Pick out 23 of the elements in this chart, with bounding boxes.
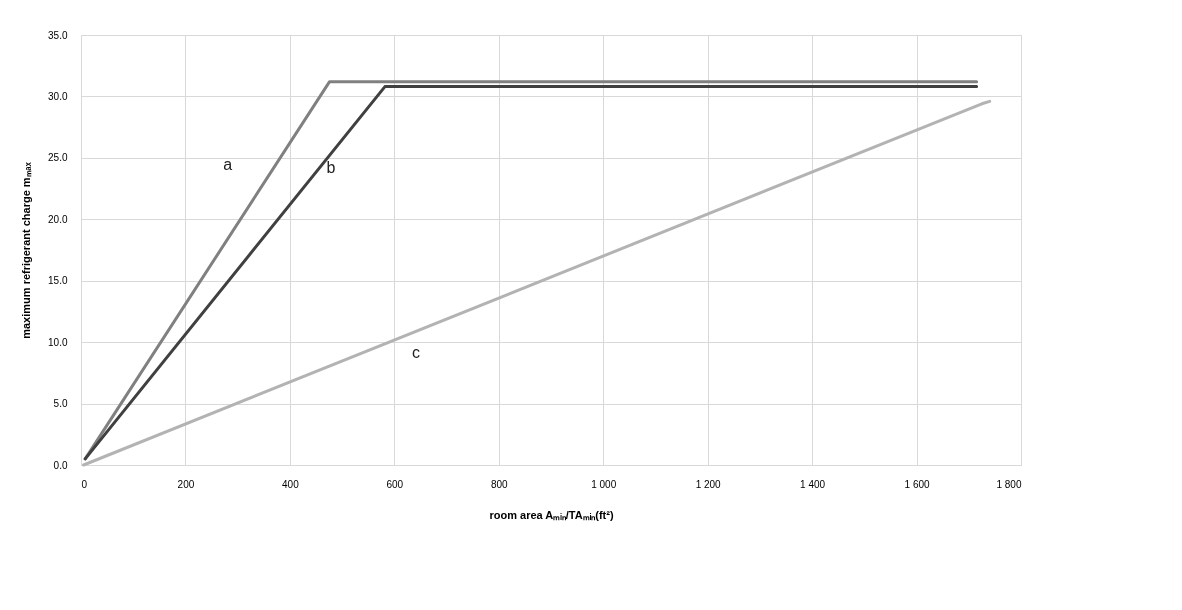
y-tick-label: 20.0 xyxy=(48,213,68,225)
y-tick-label: 25.0 xyxy=(48,152,68,164)
series-label: b xyxy=(326,159,336,177)
x-axis-title: room area Aₘᵢₙ/TAₘᵢₙ(ft²) xyxy=(489,508,614,521)
y-tick-label: 35.0 xyxy=(48,29,68,41)
x-tick-label: 1 400 xyxy=(800,478,826,490)
y-tick-label: 0.0 xyxy=(53,459,68,471)
y-tick-label: 15.0 xyxy=(48,275,68,287)
x-tick-label: 800 xyxy=(490,478,509,490)
y-tick-label: 10.0 xyxy=(48,336,68,348)
text: a xyxy=(223,155,233,173)
y-axis-title: maximum refrigerant charge mₘₐₓ xyxy=(20,161,33,339)
x-tick-label: 0 xyxy=(81,478,88,490)
x-tick-label: 1 800 xyxy=(996,478,1022,490)
y-tick-label: 30.0 xyxy=(48,90,68,102)
series-label: c xyxy=(411,344,420,362)
x-tick-label: 1 600 xyxy=(904,478,930,490)
x-tick-label: 600 xyxy=(386,478,404,490)
x-tick-label: 1 000 xyxy=(591,478,617,490)
x-tick-label: 200 xyxy=(177,478,195,490)
x-tick-label: 400 xyxy=(282,478,300,490)
x-tick-label: 1 200 xyxy=(695,478,722,490)
y-tick-label: 5.0 xyxy=(53,398,68,410)
